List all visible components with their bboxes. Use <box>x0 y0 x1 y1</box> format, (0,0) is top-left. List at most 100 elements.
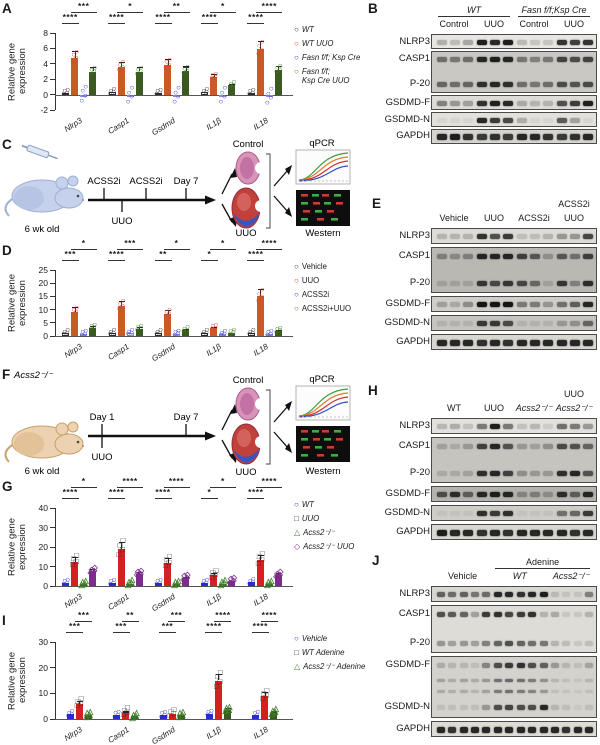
y-tick-label: 20 <box>38 662 48 673</box>
protein-band <box>476 471 487 476</box>
y-axis-label: Relative gene expression <box>6 651 28 710</box>
data-point: ○ <box>166 59 172 69</box>
antibody-label: NLRP3 <box>399 230 430 241</box>
data-point: ○ <box>62 86 68 96</box>
data-point: △ <box>272 704 279 714</box>
protein-band <box>459 690 468 693</box>
significance-stars: ** <box>126 610 134 620</box>
bar <box>62 333 70 336</box>
data-point: ○ <box>256 41 262 51</box>
bracket <box>266 389 271 465</box>
data-point: ○ <box>268 325 274 335</box>
protein-band <box>556 471 567 476</box>
error-bar <box>79 700 81 704</box>
bar <box>256 296 264 336</box>
error-cap <box>183 576 189 578</box>
protein-band <box>551 663 559 668</box>
data-point: □ <box>213 566 219 576</box>
protein-band <box>490 57 500 62</box>
legend-item: □ WT Adenine <box>294 648 378 657</box>
protein-band <box>463 444 474 449</box>
bar <box>126 583 134 586</box>
data-point: ○ <box>204 710 210 720</box>
data-point: □ <box>116 549 122 559</box>
data-point: △ <box>265 577 272 587</box>
antibody-label: GSDMD-N <box>384 114 430 125</box>
antibody-label: CASP1 <box>398 250 430 261</box>
protein-band <box>556 302 567 307</box>
protein-band <box>459 727 468 733</box>
protein-band <box>583 530 594 536</box>
data-point: ○ <box>111 325 117 335</box>
protein-band <box>551 679 559 682</box>
protein-band <box>503 511 514 516</box>
antibody-label: GAPDH <box>396 526 430 537</box>
protein-band <box>583 471 594 476</box>
data-point: ○ <box>155 576 160 586</box>
protein-band <box>476 321 487 326</box>
blot-strip <box>431 34 597 49</box>
data-point: □ <box>255 558 261 568</box>
protein-band <box>556 101 567 106</box>
blot-strip <box>431 95 597 110</box>
data-point: △ <box>171 580 178 590</box>
significance-line <box>214 621 232 623</box>
bar <box>131 716 139 719</box>
error-cap <box>183 66 189 68</box>
protein-band <box>482 690 491 693</box>
significance-line <box>154 498 172 500</box>
protein-band <box>570 234 580 239</box>
y-tick <box>50 322 55 324</box>
protein-band <box>448 705 457 710</box>
protein-band <box>570 511 580 516</box>
protein-band <box>530 511 540 516</box>
protein-band <box>490 302 500 307</box>
data-point: ○ <box>162 709 167 719</box>
significance-line <box>200 498 218 500</box>
protein-band <box>436 530 447 536</box>
protein-band <box>530 234 540 239</box>
western-blot-icon <box>296 426 350 462</box>
protein-band <box>543 254 554 259</box>
data-point: ○ <box>83 325 89 335</box>
data-point: △ <box>217 580 224 590</box>
protein-band <box>539 727 548 733</box>
data-point: △ <box>223 703 230 713</box>
data-point: ○ <box>172 97 177 107</box>
protein-band <box>505 690 514 693</box>
data-point: ○ <box>65 710 71 720</box>
bar <box>155 93 162 96</box>
significance-stars: **** <box>261 238 277 248</box>
protein-band <box>459 641 468 646</box>
error-cap <box>118 300 125 302</box>
legend-label: WT UUO <box>301 39 334 48</box>
protein-band <box>463 424 474 429</box>
protein-band <box>585 705 594 710</box>
protein-band <box>583 340 594 346</box>
data-point: ○ <box>230 327 236 337</box>
protein-band <box>556 530 567 536</box>
protein-band <box>528 612 537 617</box>
protein-band <box>516 663 525 668</box>
data-point: ○ <box>108 85 114 95</box>
legend-label: Vehicle <box>301 634 328 643</box>
significance-stars: **** <box>252 621 268 631</box>
protein-band <box>539 592 548 597</box>
legend-label: Fasn f/f; Ksp Cre UUO <box>301 67 350 85</box>
group-header: ACSS2i <box>558 199 590 209</box>
bar <box>71 561 79 586</box>
protein-band <box>450 340 460 346</box>
significance-stars: ** <box>159 249 167 259</box>
data-point: ○ <box>138 62 144 72</box>
protein-band <box>450 234 460 239</box>
y-tick <box>50 667 55 669</box>
error-cap <box>257 40 264 43</box>
protein-band <box>562 641 571 646</box>
protein-band <box>490 530 500 536</box>
error-cap <box>211 573 218 575</box>
protein-band <box>570 424 580 429</box>
antibody-label: NLRP3 <box>399 588 430 599</box>
antibody-label: GAPDH <box>396 336 430 347</box>
data-point: ◇ <box>134 570 141 580</box>
significance-stars: **** <box>248 249 264 259</box>
